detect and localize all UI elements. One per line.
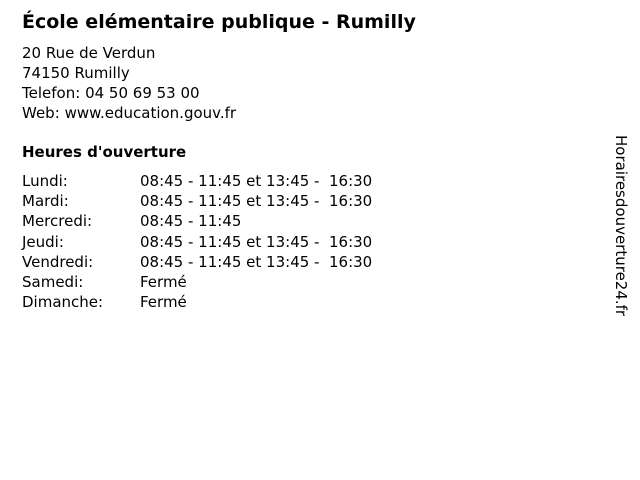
hours-row-wednesday: Mercredi: 08:45 - 11:45 (22, 211, 372, 231)
address-city: 74150 Rumilly (22, 64, 130, 82)
day-label: Jeudi: (22, 232, 64, 251)
day-label: Samedi: (22, 272, 84, 291)
day-label: Lundi: (22, 172, 68, 190)
phone-label: Telefon: (22, 84, 81, 102)
day-label: Mercredi: (22, 212, 93, 231)
hours-value: 08:45 - 11:45 et 13:45 - 16:30 (140, 232, 373, 251)
hours-row-monday: Lundi: 08:45 - 11:45 et 13:45 - 16:30 (22, 171, 372, 191)
hours-value: Fermé (140, 293, 187, 312)
phone-value: 04 50 69 53 00 (85, 84, 200, 102)
hours-heading: Heures d'ouverture (22, 143, 187, 161)
address-block: 20 Rue de Verdun 74150 Rumilly Telefon: 0… (22, 43, 236, 123)
day-label: Dimanche: (22, 293, 104, 312)
hours-value: 08:45 - 11:45 et 13:45 - 16:30 (140, 252, 373, 271)
hours-row-saturday: Samedi: Fermé (22, 272, 372, 292)
hours-row-friday: Vendredi: 08:45 - 11:45 et 13:45 - 16:30 (22, 252, 372, 272)
hours-value: Fermé (140, 272, 187, 291)
address-street: 20 Rue de Verdun (22, 44, 156, 62)
opening-hours-table: Lundi: 08:45 - 11:45 et 13:45 - 16:30 Mar… (22, 171, 372, 312)
hours-row-sunday: Dimanche: Fermé (22, 292, 372, 312)
hours-value: 08:45 - 11:45 et 13:45 - 16:30 (140, 172, 373, 190)
hours-value: 08:45 - 11:45 et 13:45 - 16:30 (140, 192, 373, 211)
web-line: Web: www.education.gouv.fr (22, 103, 236, 123)
web-value: www.education.gouv.fr (64, 104, 237, 122)
hours-row-thursday: Jeudi: 08:45 - 11:45 et 13:45 - 16:30 (22, 232, 372, 252)
hours-row-tuesday: Mardi: 08:45 - 11:45 et 13:45 - 16:30 (22, 191, 372, 211)
hours-value: 08:45 - 11:45 (140, 212, 242, 231)
day-label: Vendredi: (22, 252, 94, 271)
day-label: Mardi: (22, 192, 69, 211)
branding-vertical-text: Horairesdouverture24.fr (612, 135, 630, 317)
page-title: École elémentaire publique - Rumilly (22, 11, 416, 33)
web-label: Web: (22, 104, 60, 122)
phone-line: Telefon: 04 50 69 53 00 (22, 83, 236, 103)
